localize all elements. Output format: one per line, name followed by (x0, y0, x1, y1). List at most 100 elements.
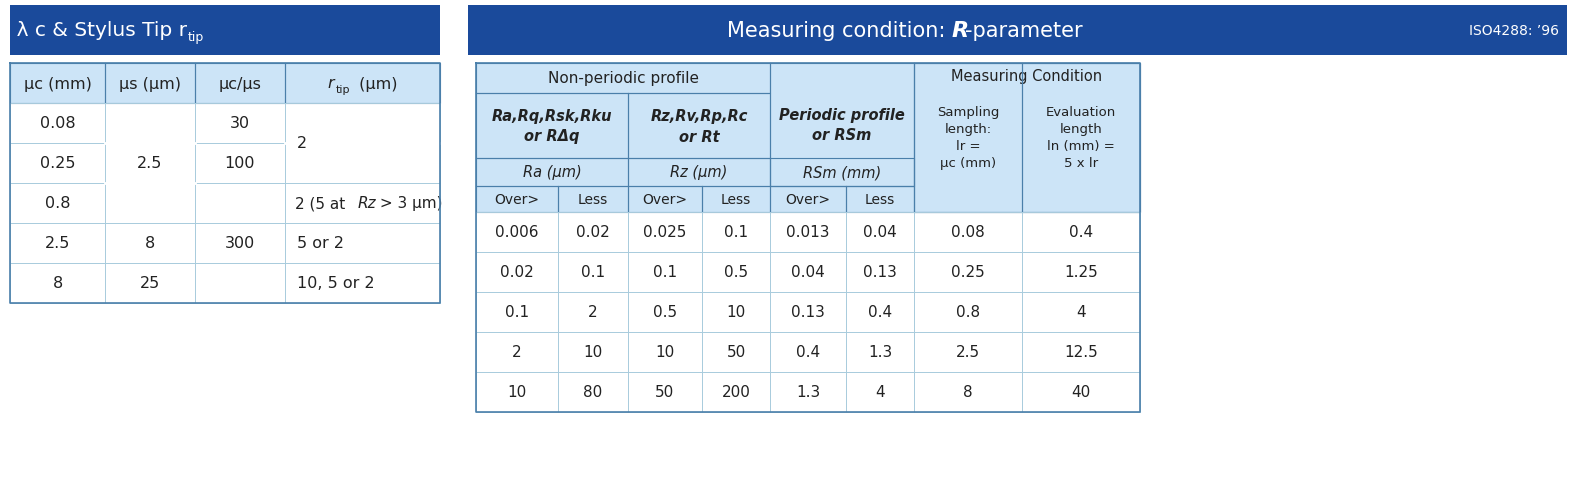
Text: Less: Less (721, 192, 751, 206)
Text: 8: 8 (964, 385, 973, 400)
Bar (770, 293, 845, 332)
Bar (196, 184, 285, 223)
Text: -parameter: -parameter (965, 21, 1082, 41)
Bar (845, 253, 915, 293)
Bar (558, 212, 628, 253)
Bar (468, 6, 1568, 56)
Text: r: r (328, 76, 334, 91)
Text: μc/μs: μc/μs (219, 76, 262, 91)
Text: Over>: Over> (785, 192, 831, 206)
Bar (106, 223, 196, 264)
Text: Rz: Rz (358, 196, 377, 211)
Bar (106, 184, 196, 223)
Bar (476, 332, 558, 372)
Text: 4: 4 (875, 385, 885, 400)
Text: Selection of  λ c & Stylus Tip r: Selection of λ c & Stylus Tip r (0, 22, 188, 41)
Bar (770, 159, 915, 187)
Text: ISO4288: ’96: ISO4288: ’96 (1470, 24, 1560, 38)
Bar (702, 372, 770, 412)
Bar (628, 372, 702, 412)
Text: tip: tip (336, 85, 350, 95)
Text: 0.08: 0.08 (39, 116, 76, 131)
Text: 100: 100 (226, 156, 255, 171)
Text: 2: 2 (296, 136, 308, 151)
Text: 0.1: 0.1 (505, 305, 528, 320)
Text: 300: 300 (226, 236, 255, 251)
Bar (9, 144, 106, 184)
Bar (9, 6, 440, 56)
Text: 10: 10 (583, 345, 602, 360)
Text: 10: 10 (727, 305, 746, 320)
Text: 0.02: 0.02 (576, 225, 610, 240)
Text: 10: 10 (656, 345, 675, 360)
Bar (476, 64, 770, 94)
Text: 10: 10 (508, 385, 527, 400)
Text: 2.5: 2.5 (137, 156, 162, 171)
Text: 200: 200 (722, 385, 751, 400)
Bar (845, 187, 915, 212)
Bar (285, 184, 440, 223)
Bar (9, 64, 440, 104)
Bar (196, 144, 285, 184)
Bar (196, 104, 285, 144)
Bar (915, 332, 1022, 372)
Bar (845, 212, 915, 253)
Text: > 3 μm): > 3 μm) (375, 196, 443, 211)
Bar (770, 372, 845, 412)
Text: Ra,Rq,Rsk,Rku
or RΔq: Ra,Rq,Rsk,Rku or RΔq (492, 108, 612, 144)
Bar (845, 293, 915, 332)
Text: 12.5: 12.5 (1064, 345, 1098, 360)
Text: 0.006: 0.006 (495, 225, 539, 240)
Bar (915, 253, 1022, 293)
Text: 2.5: 2.5 (44, 236, 71, 251)
Bar (476, 293, 558, 332)
Bar (770, 253, 845, 293)
Text: 0.8: 0.8 (956, 305, 979, 320)
Text: Over>: Over> (642, 192, 688, 206)
Text: 25: 25 (140, 276, 161, 291)
Text: 0.8: 0.8 (44, 196, 71, 211)
Bar (702, 253, 770, 293)
Text: Sampling
length:
lr =
μc (mm): Sampling length: lr = μc (mm) (937, 106, 1000, 170)
Bar (1022, 332, 1140, 372)
Text: μs (μm): μs (μm) (118, 76, 181, 91)
Text: 1.3: 1.3 (867, 345, 893, 360)
Text: 0.25: 0.25 (951, 265, 986, 280)
Text: RSm (mm): RSm (mm) (803, 165, 882, 180)
Bar (628, 187, 702, 212)
Bar (915, 293, 1022, 332)
Bar (558, 253, 628, 293)
Bar (558, 332, 628, 372)
Bar (770, 212, 845, 253)
Bar (9, 264, 106, 304)
Bar (628, 293, 702, 332)
Text: 0.4: 0.4 (1069, 225, 1093, 240)
Text: 40: 40 (1071, 385, 1091, 400)
Bar (770, 187, 845, 212)
Text: 5 or 2: 5 or 2 (296, 236, 344, 251)
Text: 0.1: 0.1 (653, 265, 677, 280)
Bar (476, 253, 558, 293)
Text: 2 (5 at: 2 (5 at (295, 196, 350, 211)
Bar (285, 264, 440, 304)
Text: 0.1: 0.1 (724, 225, 747, 240)
Text: Over>: Over> (495, 192, 539, 206)
Bar (915, 212, 1022, 253)
Text: 0.4: 0.4 (796, 345, 820, 360)
Text: Ra (μm): Ra (μm) (522, 165, 582, 180)
Text: 2: 2 (588, 305, 598, 320)
Text: 1.3: 1.3 (796, 385, 820, 400)
Bar (285, 144, 440, 184)
Text: 8: 8 (145, 236, 155, 251)
Text: 0.13: 0.13 (863, 265, 897, 280)
Bar (628, 94, 770, 159)
Text: 10, 5 or 2: 10, 5 or 2 (296, 276, 375, 291)
Text: Rz (μm): Rz (μm) (670, 165, 727, 180)
Bar (845, 372, 915, 412)
Text: 2: 2 (513, 345, 522, 360)
Text: 0.5: 0.5 (653, 305, 677, 320)
Bar (915, 64, 1140, 212)
Text: Less: Less (864, 192, 896, 206)
Text: tip: tip (188, 32, 205, 45)
Bar (476, 212, 558, 253)
